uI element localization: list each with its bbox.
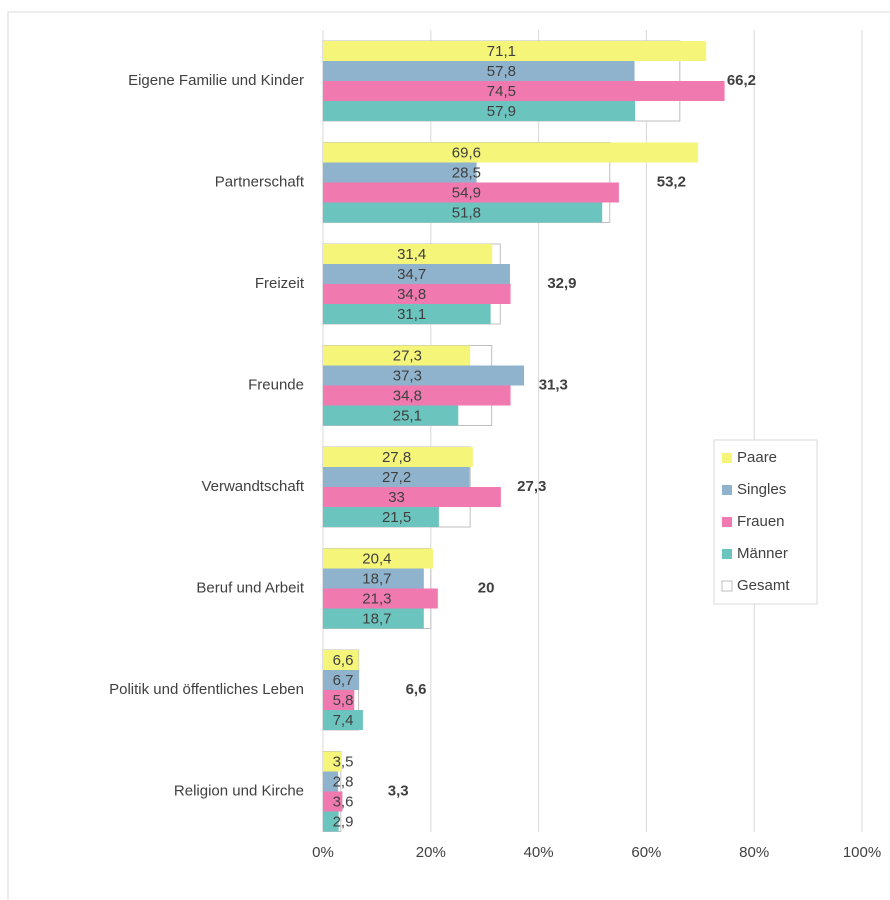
value-label: 31,1 <box>397 306 426 323</box>
legend-label: Frauen <box>737 513 785 530</box>
bar <box>323 568 424 589</box>
bar <box>323 650 359 670</box>
value-label: 27,3 <box>393 347 422 364</box>
bar <box>323 41 707 61</box>
bar <box>323 751 342 772</box>
legend-swatch <box>722 517 732 527</box>
value-label: 34,8 <box>393 387 422 404</box>
legend-label: Singles <box>737 481 786 498</box>
total-label: 20 <box>478 579 495 596</box>
value-label: 21,3 <box>362 590 391 607</box>
value-label: 69,6 <box>452 144 481 161</box>
value-label: 54,9 <box>452 184 481 201</box>
x-tick-label: 0% <box>312 844 334 861</box>
category-label: Freunde <box>248 376 304 393</box>
value-label: 18,7 <box>362 610 391 627</box>
frame <box>7 11 890 900</box>
total-label: 6,6 <box>406 681 427 698</box>
x-tick-label: 80% <box>739 844 769 861</box>
bar <box>323 811 339 832</box>
value-label: 31,4 <box>397 246 426 263</box>
bar <box>323 710 363 730</box>
bar <box>323 548 433 569</box>
bar <box>323 507 439 527</box>
bar <box>323 608 424 629</box>
bar <box>323 101 636 121</box>
bar <box>323 284 511 304</box>
value-label: 34,7 <box>397 266 426 283</box>
value-label: 5,8 <box>333 692 354 709</box>
category-label: Politik und öffentliches Leben <box>109 681 304 698</box>
bar <box>323 365 525 386</box>
legend-label: Männer <box>737 545 788 562</box>
bar <box>323 244 493 264</box>
value-label: 28,5 <box>452 164 481 181</box>
category-label: Freizeit <box>255 275 305 292</box>
bar <box>323 304 491 324</box>
bar <box>323 405 459 426</box>
value-label: 2,9 <box>333 813 354 830</box>
value-label: 34,8 <box>397 286 426 303</box>
bar <box>323 142 699 163</box>
value-label: 7,4 <box>333 712 354 729</box>
bar <box>323 385 511 406</box>
total-label: 27,3 <box>517 478 546 495</box>
value-label: 57,8 <box>487 63 516 80</box>
bar <box>323 771 339 792</box>
value-label: 33 <box>388 489 405 506</box>
legend-swatch <box>722 549 732 559</box>
bar <box>323 447 473 467</box>
bar <box>323 791 343 812</box>
value-label: 27,8 <box>382 449 411 466</box>
category-label: Partnerschaft <box>215 173 305 190</box>
total-label: 3,3 <box>388 782 409 799</box>
bar <box>323 487 501 507</box>
bar <box>323 162 477 183</box>
value-label: 18,7 <box>362 570 391 587</box>
bar <box>323 588 438 609</box>
total-label: 31,3 <box>539 376 568 393</box>
x-tick-label: 40% <box>524 844 554 861</box>
bar <box>323 670 360 690</box>
value-label: 21,5 <box>382 509 411 526</box>
value-label: 3,5 <box>333 753 354 770</box>
total-label: 32,9 <box>547 275 576 292</box>
value-label: 2,8 <box>333 773 354 790</box>
bar <box>323 202 603 223</box>
value-label: 37,3 <box>393 367 422 384</box>
category-label: Verwandtschaft <box>201 478 304 495</box>
bar <box>323 264 511 284</box>
value-label: 27,2 <box>382 469 411 486</box>
total-label: 66,2 <box>727 72 756 89</box>
value-label: 51,8 <box>452 204 481 221</box>
bar <box>323 61 635 81</box>
category-label: Religion und Kirche <box>174 782 304 799</box>
bar <box>323 345 471 366</box>
legend-swatch <box>722 485 732 495</box>
value-label: 6,7 <box>333 672 354 689</box>
value-label: 25,1 <box>393 407 422 424</box>
bar <box>323 81 725 101</box>
bar <box>323 182 619 203</box>
bar <box>323 690 355 710</box>
value-label: 74,5 <box>487 83 516 100</box>
legend-swatch <box>721 580 733 592</box>
legend-label: Paare <box>737 449 777 466</box>
category-label: Eigene Familie und Kinder <box>128 72 304 89</box>
category-label: Beruf und Arbeit <box>196 579 304 596</box>
value-label: 6,6 <box>333 652 354 669</box>
value-label: 71,1 <box>487 43 516 60</box>
legend-swatch <box>722 453 732 463</box>
legend-label: Gesamt <box>737 577 790 594</box>
total-label: 53,2 <box>657 173 686 190</box>
value-label: 20,4 <box>362 550 391 567</box>
x-tick-label: 20% <box>416 844 446 861</box>
x-tick-label: 60% <box>631 844 661 861</box>
value-label: 57,9 <box>487 103 516 120</box>
bar <box>323 467 470 487</box>
x-tick-label: 100% <box>843 844 881 861</box>
value-label: 3,6 <box>333 793 354 810</box>
